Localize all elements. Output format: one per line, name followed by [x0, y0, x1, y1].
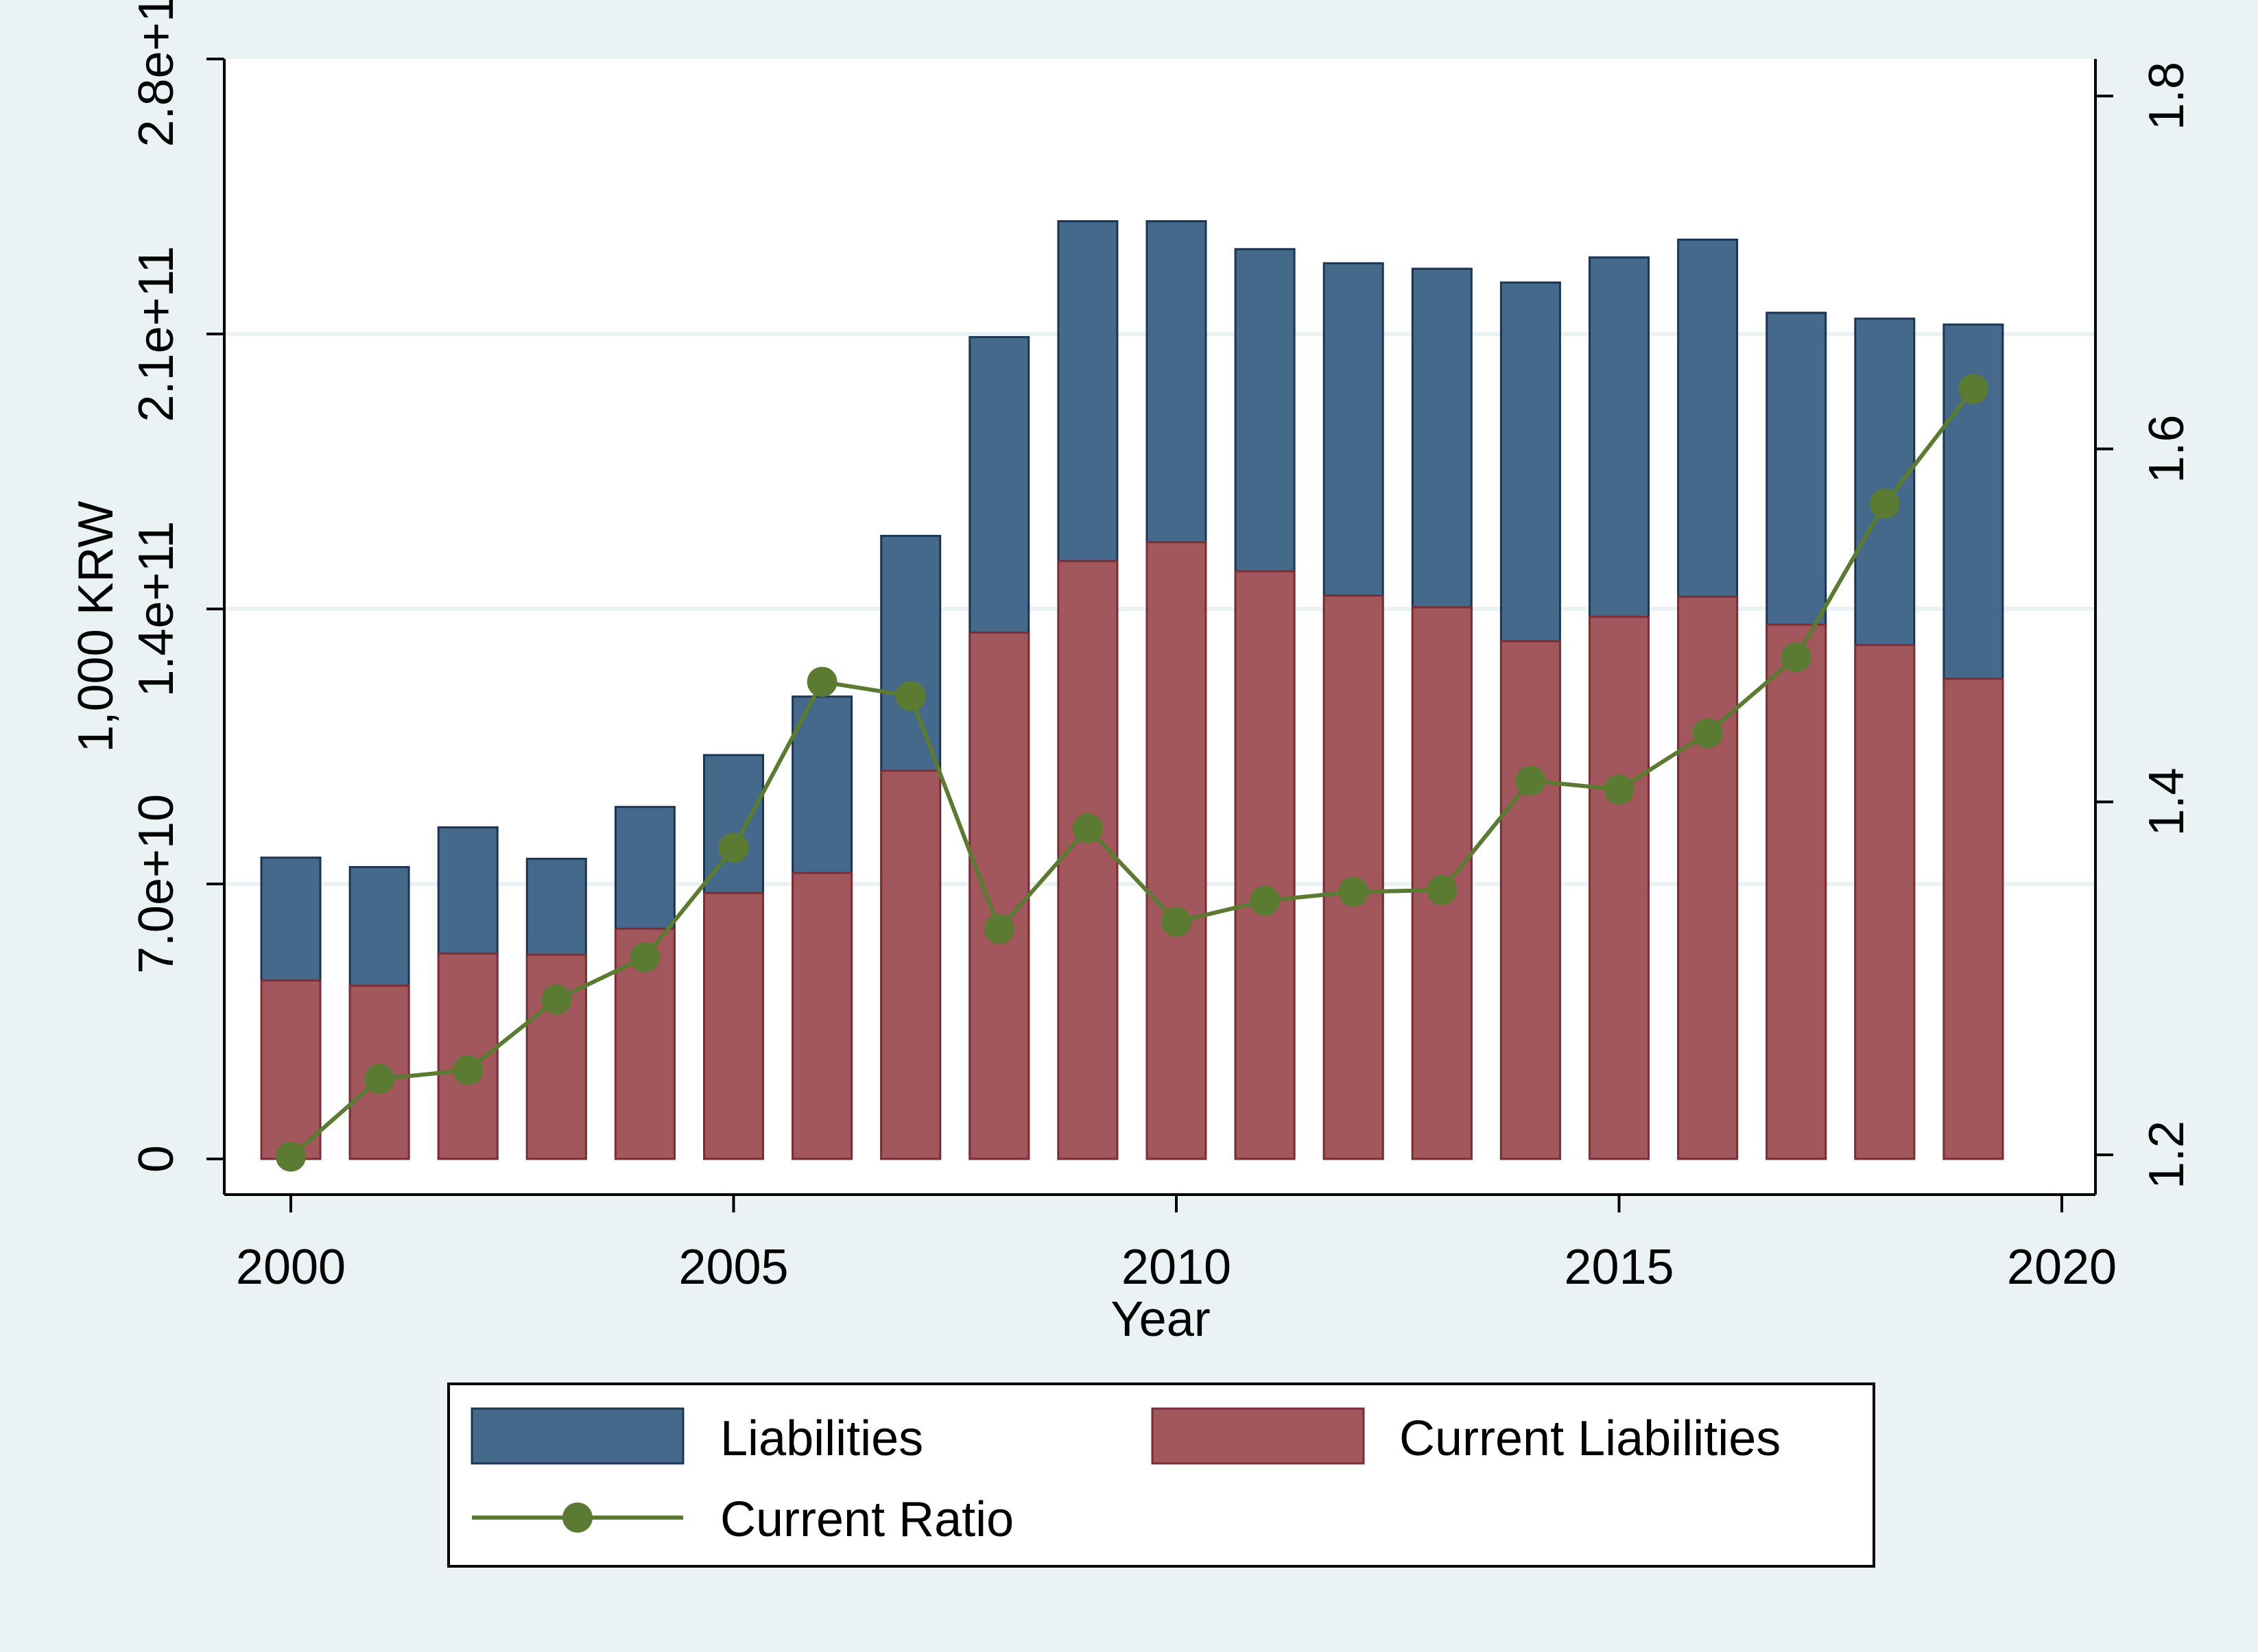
- bar-current-liabilities-2014: [1499, 640, 1561, 1160]
- y-right-tick-label-3: 1.8: [2139, 62, 2194, 130]
- bar-current-liabilities-2010: [1145, 541, 1207, 1160]
- x-tick-label-4: 2020: [2007, 1240, 2117, 1295]
- current-ratio-point-2001: [364, 1064, 395, 1094]
- legend-swatch-current-liabilities: [1151, 1407, 1365, 1465]
- y-left-tick-label-3: 2.1e+11: [129, 246, 184, 422]
- current-ratio-point-2004: [630, 942, 661, 972]
- x-tick-label-2: 2010: [1121, 1240, 1231, 1295]
- current-ratio-point-2009: [1072, 813, 1103, 843]
- bar-current-liabilities-2016: [1677, 595, 1739, 1160]
- y-right-tick-label-0: 1.2: [2139, 1121, 2194, 1189]
- current-ratio-point-2002: [453, 1055, 484, 1086]
- bars-layer: [260, 220, 2004, 1160]
- y-axis-title: 1,000 KRW: [69, 501, 123, 753]
- bar-current-liabilities-2005: [703, 891, 764, 1160]
- current-ratio-point-2005: [718, 833, 749, 863]
- current-ratio-point-2003: [541, 984, 572, 1015]
- current-ratio-point-2012: [1338, 876, 1369, 907]
- current-ratio-point-2013: [1427, 875, 1458, 905]
- current-ratio-point-2019: [1958, 374, 1988, 405]
- current-ratio-point-2014: [1515, 765, 1546, 796]
- current-ratio-point-2007: [895, 680, 926, 711]
- bar-current-liabilities-2006: [792, 872, 853, 1160]
- current-ratio-line: [289, 387, 1975, 1158]
- bar-current-liabilities-2017: [1766, 623, 1827, 1160]
- legend-label-current-liabilities: Current Liabilities: [1399, 1411, 1781, 1466]
- x-tick-label-3: 2015: [1564, 1240, 1674, 1295]
- legend-swatch-liabilities: [471, 1407, 685, 1465]
- y-left-tick-label-1: 7.0e+10: [129, 794, 184, 974]
- y-right-tick-label-1: 1.4: [2139, 767, 2194, 836]
- current-ratio-point-2016: [1692, 717, 1723, 748]
- x-tick-label-0: 2000: [236, 1240, 346, 1295]
- y-left-tick-label-0: 0: [129, 1145, 184, 1173]
- bar-current-liabilities-2009: [1057, 560, 1119, 1160]
- bar-current-liabilities-2015: [1589, 615, 1650, 1160]
- legend-label-liabilities: Liabilities: [720, 1411, 923, 1466]
- current-ratio-point-2018: [1869, 488, 1900, 519]
- bar-current-liabilities-2000: [260, 979, 322, 1160]
- bar-current-liabilities-2008: [968, 631, 1030, 1160]
- legend: Liabilities Current Liabilities Current …: [447, 1382, 1875, 1568]
- bar-current-liabilities-2018: [1854, 644, 1916, 1160]
- legend-label-current-ratio: Current Ratio: [720, 1492, 1014, 1547]
- current-ratio-point-2017: [1781, 642, 1811, 673]
- y-left-tick-label-2: 1.4e+11: [129, 521, 184, 697]
- bar-current-liabilities-2007: [880, 769, 942, 1160]
- current-ratio-point-2006: [807, 667, 837, 697]
- x-axis-title: Year: [1110, 1292, 1210, 1347]
- x-tick-label-1: 2005: [678, 1240, 788, 1295]
- current-ratio-point-2015: [1604, 774, 1635, 805]
- line-layer: [276, 374, 1988, 1172]
- y-right-tick-label-2: 1.6: [2139, 415, 2194, 483]
- bar-current-liabilities-2011: [1234, 570, 1296, 1160]
- y-left-tick-label-4: 2.8e+11: [129, 0, 184, 147]
- bar-current-liabilities-2019: [1942, 678, 2004, 1160]
- legend-marker-current-ratio: [562, 1503, 593, 1533]
- current-ratio-point-2010: [1161, 907, 1191, 937]
- current-ratio-point-2000: [276, 1141, 306, 1172]
- current-ratio-point-2011: [1250, 885, 1281, 916]
- current-ratio-point-2008: [984, 913, 1014, 944]
- axes-layer: 2000 2005 2010 2015 2020 0 7.0e+10 1.4e+11 2.1e+…: [129, 0, 2194, 1295]
